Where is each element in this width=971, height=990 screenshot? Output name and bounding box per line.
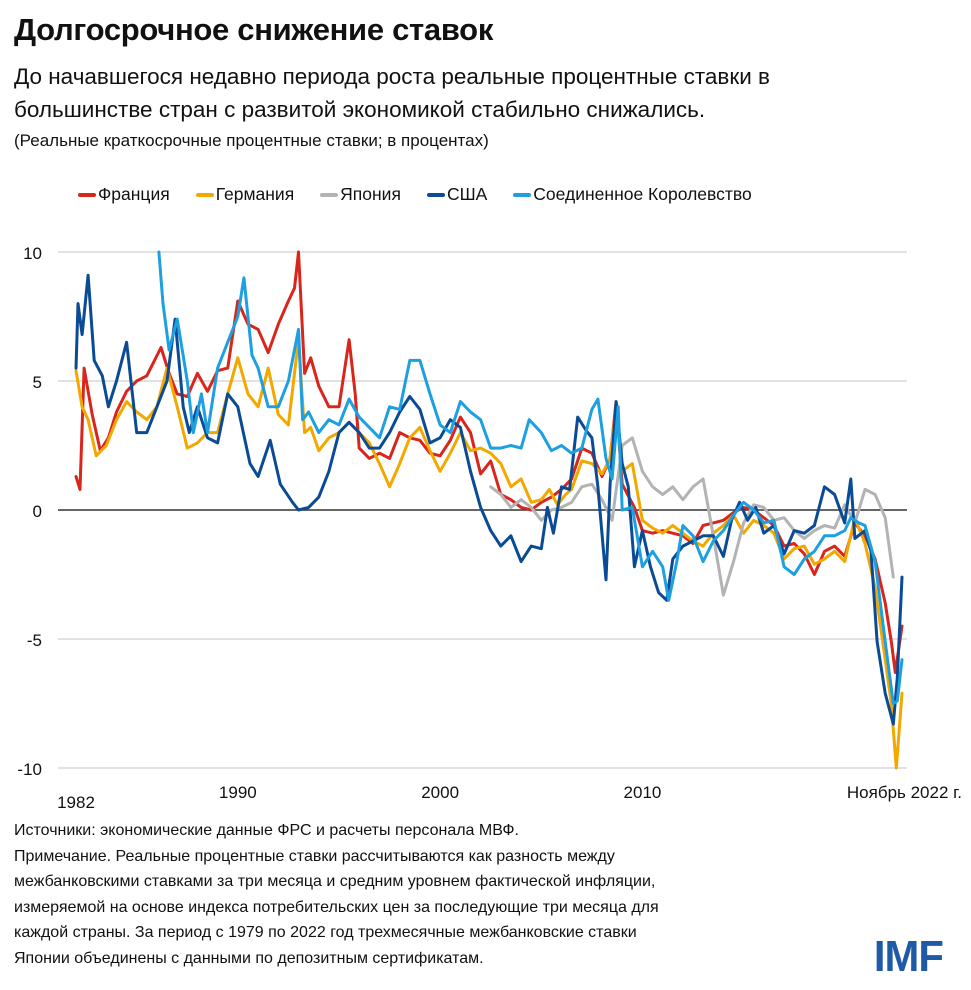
legend-label: Соединенное Королевство	[533, 184, 752, 204]
x-tick-label: 2000	[421, 783, 459, 802]
footer: Источники: экономические данные ФРС и ра…	[14, 818, 854, 971]
legend-label: Франция	[98, 184, 170, 204]
series-line	[489, 436, 895, 597]
y-tick-label: 0	[33, 502, 42, 521]
chart-subtitle: До начавшегося недавно периода роста реа…	[14, 60, 964, 126]
note-line: Японии объединены с данными по депозитны…	[14, 949, 484, 967]
legend-item: Германия	[195, 184, 295, 205]
legend-item: Япония	[320, 184, 401, 205]
legend-swatch	[195, 192, 214, 197]
legend-label: США	[446, 184, 488, 204]
series-line	[74, 250, 904, 674]
legend-swatch	[78, 192, 96, 197]
x-tick-label: Ноябрь 2022 г.	[847, 783, 962, 802]
y-tick-label: -10	[17, 760, 42, 779]
note-line: межбанковскими ставками за три месяца и …	[14, 873, 656, 890]
line-chart: 10 5 0 -5 -10 1982 1990 2000 2010 Ноябрь 2022 г.	[17, 244, 962, 810]
note-line: Примечание. Реальные процентные ставки р…	[14, 847, 615, 865]
legend-item: Соединенное Королевство	[513, 184, 752, 205]
legend-item: США	[426, 184, 488, 205]
series-line	[74, 273, 904, 726]
series-line	[157, 250, 904, 705]
legend-label: Япония	[340, 184, 401, 204]
y-tick-label: 10	[23, 244, 42, 263]
note-line: каждой страны. За период с 1979 по 2022 …	[14, 924, 637, 941]
legend-swatch	[426, 192, 445, 197]
legend-label: Германия	[215, 184, 295, 204]
legend-swatch	[513, 192, 532, 197]
legend-item: Франция	[78, 184, 170, 205]
x-tick-label: 2010	[624, 783, 662, 802]
chart-title: Долгосрочное снижение ставок	[14, 12, 494, 47]
y-tick-label: -5	[27, 631, 42, 650]
subtitle-line: До начавшегося недавно периода роста реа…	[14, 64, 770, 89]
legend-swatch	[320, 192, 339, 197]
source-text: Источники: экономические данные ФРС и ра…	[14, 822, 519, 839]
legend: Франция Германия Япония США Соединенное Коро…	[78, 184, 752, 205]
x-tick-label: 1990	[219, 783, 257, 802]
note-line: измеряемой на основе индекса потребитель…	[14, 898, 659, 916]
x-tick-label: 1982	[57, 793, 95, 810]
units-note: (Реальные краткосрочные процентные ставк…	[14, 131, 489, 150]
subtitle-line: большинстве стран с развитой экономикой …	[14, 97, 706, 122]
imf-logo: IMF	[873, 932, 944, 981]
y-tick-label: 5	[33, 373, 42, 392]
